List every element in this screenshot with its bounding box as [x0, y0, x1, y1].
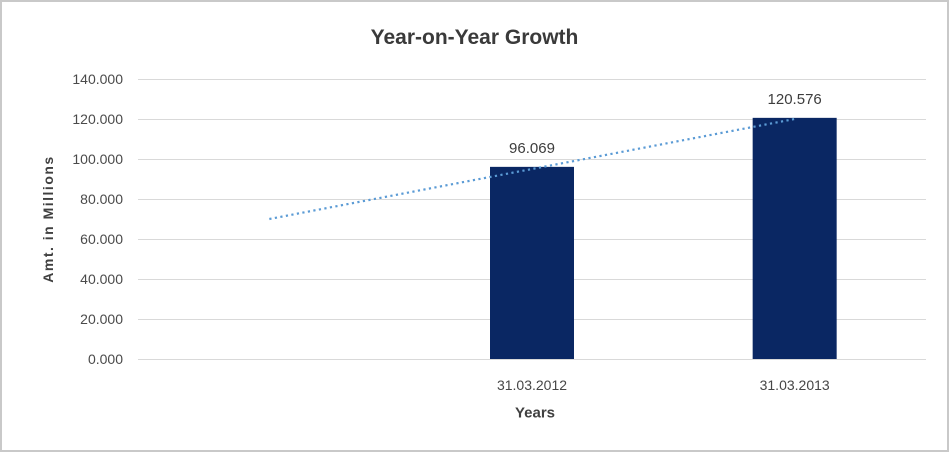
y-tick-label: 120.000: [72, 111, 123, 127]
x-axis-title: Years: [514, 404, 556, 422]
y-tick-label: 60.000: [80, 231, 123, 247]
chart-title: Year-on-Year Growth: [370, 26, 579, 49]
y-tick-label: 20.000: [80, 311, 123, 327]
x-tick-label: 31.03.2013: [759, 377, 830, 393]
y-tick-label: 100.000: [72, 151, 123, 167]
y-tick-label: 140.000: [72, 71, 123, 87]
x-tick-label: 31.03.2012: [496, 377, 568, 393]
bar-31.03.2013: [752, 117, 837, 360]
bar-value-label: 96.069: [509, 139, 555, 157]
y-tick-label: 80.000: [80, 191, 123, 207]
y-tick-label: 0.000: [87, 351, 123, 367]
bar-value-label: 120.576: [767, 90, 822, 108]
y-tick-label: 40.000: [80, 271, 123, 287]
bar-31.03.2012: [490, 166, 574, 359]
